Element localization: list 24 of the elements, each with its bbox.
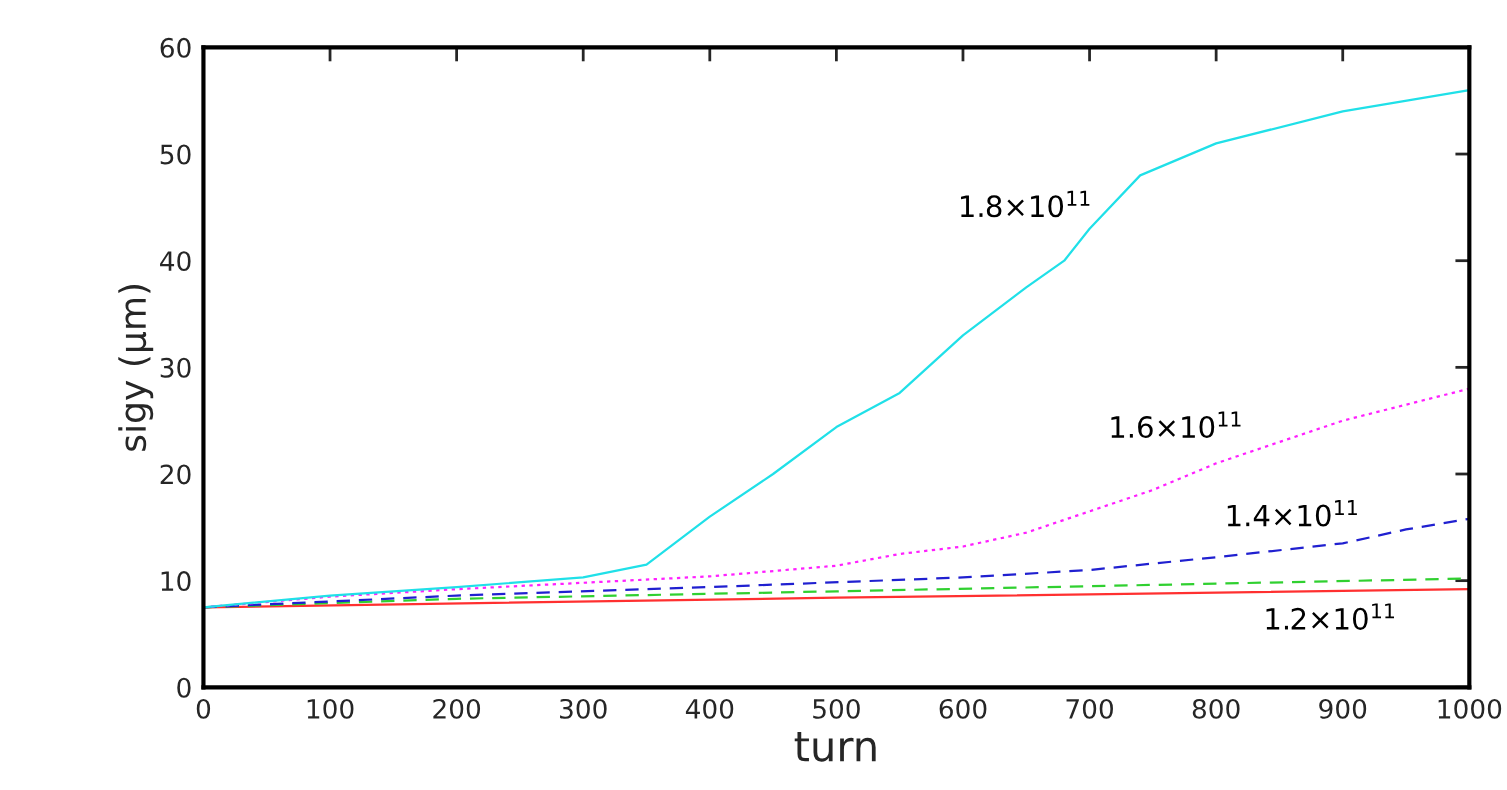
x-tick-label: 600 xyxy=(939,698,987,719)
series-label: 1.2×10$^{11}$ xyxy=(1266,603,1394,630)
x-tick-label: 900 xyxy=(1319,698,1367,719)
x-tick-label: 1000 xyxy=(1438,698,1502,719)
y-tick-label: 30 xyxy=(160,357,191,378)
series-label: 1.6×10$^{11}$ xyxy=(1111,411,1241,439)
y-axis-title: sigy (µm) xyxy=(118,284,154,451)
x-tick-label: 800 xyxy=(1192,698,1240,719)
y-tick-label: 0 xyxy=(177,677,191,698)
y-tick-label: 10 xyxy=(161,571,191,592)
series-label: 1.8×10$^{11}$ xyxy=(961,190,1090,218)
x-axis-title: turn xyxy=(794,731,876,762)
y-tick-label: 50 xyxy=(160,144,191,165)
x-tick-label: 300 xyxy=(560,698,607,719)
y-tick-label: 60 xyxy=(160,37,191,58)
x-tick-label: 100 xyxy=(307,698,354,719)
x-tick-label: 0 xyxy=(196,698,211,719)
y-tick-label: 20 xyxy=(160,464,191,485)
x-tick-label: 200 xyxy=(433,698,481,719)
series-label: 1.4×10$^{11}$ xyxy=(1227,500,1357,527)
x-tick-label: 500 xyxy=(813,698,860,719)
x-tick-label: 400 xyxy=(685,698,734,719)
x-tick-label: 700 xyxy=(1066,698,1113,719)
y-tick-label: 40 xyxy=(160,251,191,272)
